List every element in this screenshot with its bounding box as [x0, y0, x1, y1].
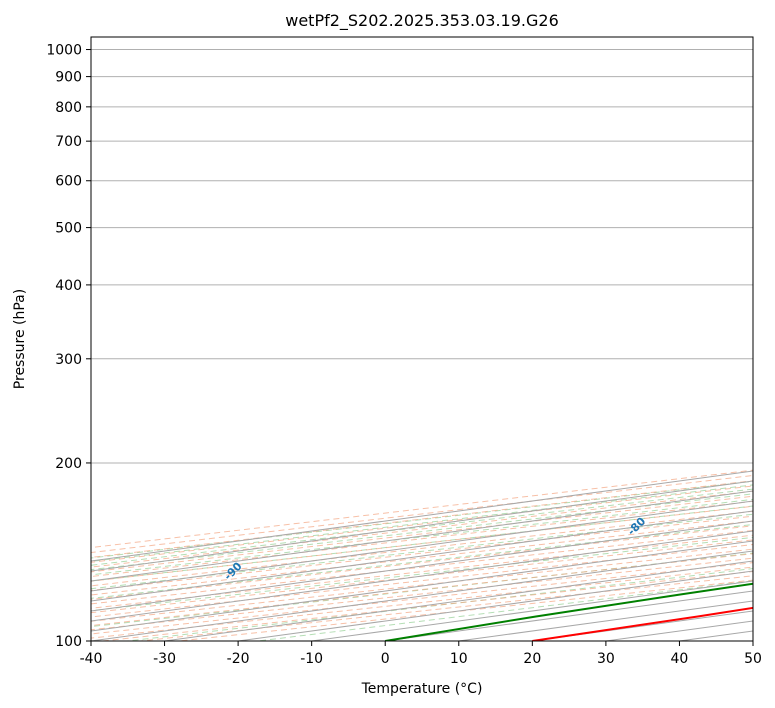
y-tick-label: 800 [55, 100, 82, 116]
isotherm-line [91, 480, 753, 572]
x-tick-label: 20 [523, 651, 541, 667]
isotherm-line [752, 640, 753, 641]
y-tick-label: 400 [55, 278, 82, 294]
temperature-profile-line [532, 606, 753, 641]
dry-adiabat-line [102, 570, 753, 641]
isotherm-line [91, 500, 753, 592]
x-tick-label: 0 [381, 651, 390, 667]
y-tick-label: 700 [55, 134, 82, 150]
y-tick-label: 500 [55, 221, 82, 237]
isotherm-line [91, 530, 753, 622]
y-axis-title: Pressure (hPa) [12, 289, 28, 389]
x-tick-label: -10 [300, 651, 323, 667]
y-tick-label: 1000 [46, 43, 82, 59]
isobars [91, 49, 753, 641]
plot-area: -100-90-80-70-60-50-40-30-20-10010203040… [91, 49, 753, 641]
y-tick-label: 100 [55, 634, 82, 650]
isotherm-line [91, 520, 753, 612]
x-tick-label: 50 [744, 651, 762, 667]
x-tick-label: -20 [227, 651, 250, 667]
line-labels: -100-90-80-70-60-50-40-30-20-10010203040… [221, 515, 648, 583]
x-tick-label: 30 [597, 651, 615, 667]
isotherm-line [91, 490, 753, 582]
x-tick-label: 40 [671, 651, 689, 667]
moist-adiabat-line [127, 568, 753, 641]
y-tick-label: 200 [55, 456, 82, 472]
isotherm-line [311, 580, 753, 641]
x-tick-label: -30 [153, 651, 176, 667]
isotherm-line [385, 590, 753, 641]
x-tick-label: 10 [450, 651, 468, 667]
dewpoint-profile-line [385, 582, 753, 641]
x-tick-label: -40 [80, 651, 103, 667]
y-axis: 100 200 300 400 500 600 700 800 900 1000 [46, 43, 91, 650]
x-axis-title: Temperature (°C) [361, 681, 483, 697]
isotherm-line [605, 620, 753, 641]
isotherm-line [679, 630, 753, 641]
y-tick-label: 900 [55, 70, 82, 86]
isotherm-line [91, 510, 753, 602]
isotherms [91, 470, 753, 641]
y-tick-label: 300 [55, 352, 82, 368]
isotherm-line [91, 470, 753, 562]
chart-title: wetPf2_S202.2025.353.03.19.G26 [285, 11, 559, 31]
x-axis: -40 -30 -20 -10 0 10 20 30 40 50 [80, 641, 762, 667]
plot-frame [90, 36, 754, 642]
y-tick-label: 600 [55, 174, 82, 190]
